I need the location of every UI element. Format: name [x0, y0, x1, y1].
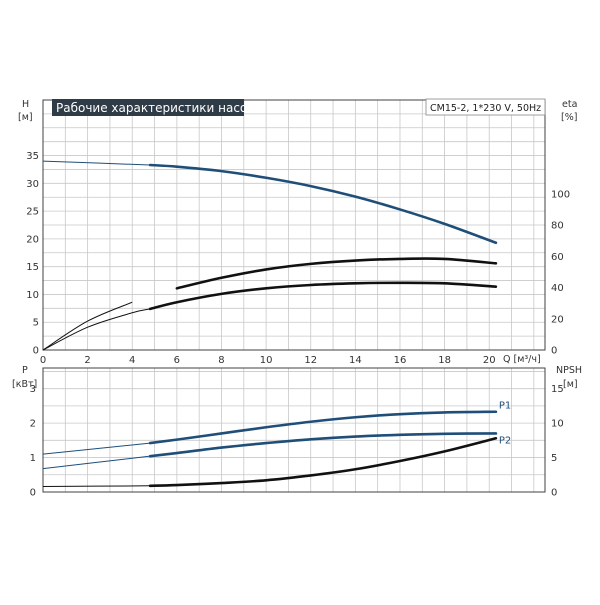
top-y-label-symbol: H: [22, 99, 29, 110]
x-tick-label: 20: [483, 355, 496, 366]
model-label: CM15-2, 1*230 V, 50Hz: [430, 103, 541, 114]
bottom-y-tick-label: 2: [30, 419, 36, 430]
top-y-tick-label: 35: [26, 151, 39, 162]
x-tick-label: 6: [174, 355, 180, 366]
bottom-grid: [42, 368, 545, 493]
power-p2-curve: [148, 432, 498, 458]
x-tick-label: 2: [84, 355, 90, 366]
top-y-right-label-symbol: eta: [562, 99, 577, 110]
head-curve-thin: [42, 160, 151, 166]
bottom-y-right-tick-label: 10: [551, 419, 564, 430]
top-y-tick-label: 20: [26, 234, 39, 245]
axes: [42, 99, 546, 493]
x-tick-label: 10: [260, 355, 273, 366]
top-y-right-tick-label: 40: [551, 283, 564, 294]
efficiency-curve-a-thin: [42, 301, 133, 351]
x-tick-label: 8: [218, 355, 224, 366]
top-y-label-unit: [м]: [18, 112, 33, 123]
top-y-right-tick-label: 80: [551, 221, 564, 232]
top-y-tick-label: 5: [33, 318, 39, 329]
efficiency-curve-a: [175, 257, 498, 290]
model-label-box: [425, 98, 546, 116]
top-y-right-tick-label: 60: [551, 252, 564, 263]
power-p1-curve: [148, 410, 498, 445]
bottom-y-label-unit: [кВт]: [12, 379, 37, 390]
data-series: P1 P2: [42, 160, 511, 488]
chart-title: Рабочие характеристики насоса: [56, 101, 261, 115]
x-tick-label: 4: [129, 355, 135, 366]
npsh-curve-thin: [42, 485, 151, 487]
bottom-y-right-label-unit: [м]: [563, 379, 578, 390]
bottom-y-tick-label: 3: [30, 384, 36, 395]
top-y-tick-label: 10: [26, 290, 39, 301]
bottom-y-right-tick-label: 15: [551, 384, 564, 395]
top-y-tick-label: 15: [26, 262, 39, 273]
top-y-right-label-unit: [%]: [561, 112, 577, 123]
top-y-right-tick-label: 100: [551, 189, 570, 200]
bottom-y-label-symbol: P: [22, 365, 28, 376]
power-p2-curve-thin: [42, 455, 151, 470]
top-y-tick-label: 0: [33, 346, 39, 357]
bottom-y-right-tick-label: 0: [551, 488, 557, 499]
power-p1-label: P1: [499, 401, 511, 412]
x-tick-label: 16: [394, 355, 407, 366]
bottom-y-right-tick-label: 5: [551, 453, 557, 464]
top-y-right-tick-label: 20: [551, 314, 564, 325]
power-p1-curve-thin: [42, 442, 151, 455]
top-grid: [42, 99, 545, 351]
power-p2-label: P2: [499, 435, 511, 446]
bottom-y-tick-label: 1: [30, 453, 36, 464]
efficiency-curve-b-thin: [42, 308, 151, 351]
x-tick-label: 18: [438, 355, 451, 366]
x-tick-label: 14: [349, 355, 362, 366]
title-box-background: [52, 99, 244, 116]
top-plot-frame: [42, 99, 546, 351]
x-axis-label: Q [м³/ч]: [503, 354, 541, 365]
bottom-y-right-label-symbol: NPSH: [556, 365, 582, 376]
head-curve: [148, 163, 498, 245]
x-tick-label: 0: [40, 355, 46, 366]
tick-labels: 0 2 4 6 8 10 12 14 16 18 2005101520253035020406080…: [26, 151, 570, 498]
npsh-curve: [148, 436, 498, 488]
x-tick-label: 12: [304, 355, 317, 366]
top-y-tick-label: 25: [26, 207, 39, 218]
bottom-plot-frame: [42, 367, 546, 493]
top-y-right-tick-label: 0: [551, 346, 557, 357]
efficiency-curve-b: [148, 281, 498, 311]
bottom-y-tick-label: 0: [30, 488, 36, 499]
top-y-tick-label: 30: [26, 179, 39, 190]
